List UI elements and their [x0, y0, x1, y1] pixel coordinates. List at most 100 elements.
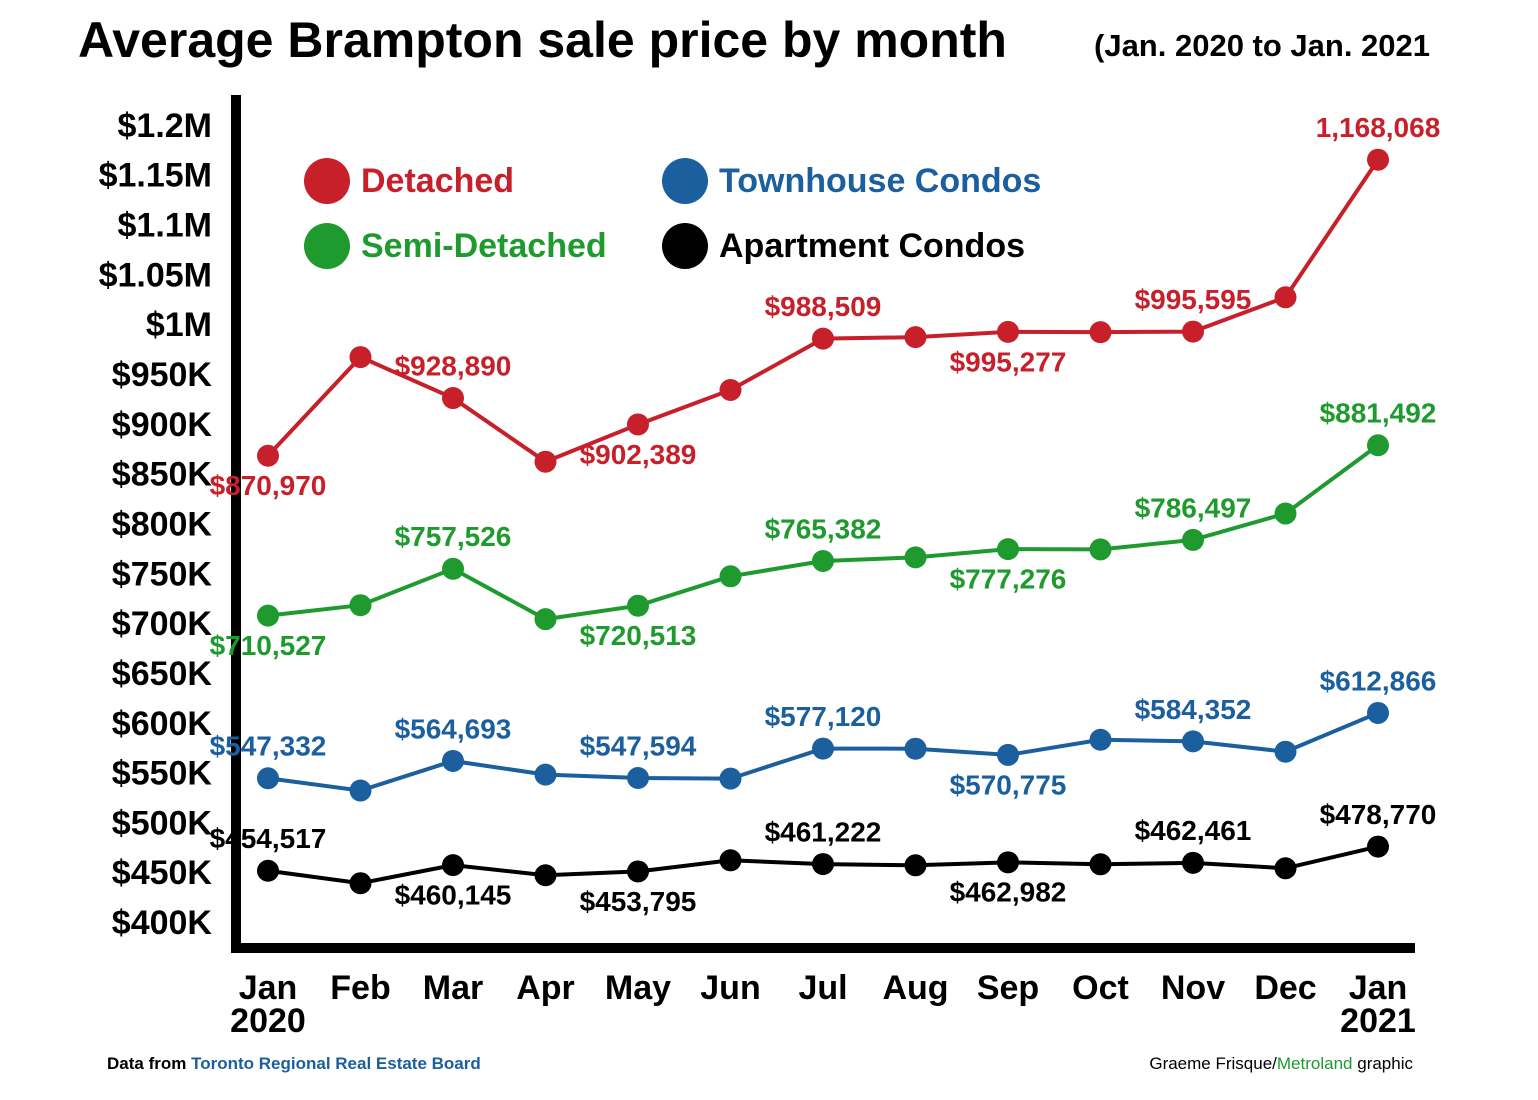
- x-tick-label: Aug: [882, 969, 948, 1007]
- chart-title: Average Brampton sale price by month: [78, 12, 1007, 68]
- legend-marker: [304, 158, 350, 204]
- data-point: [812, 737, 834, 760]
- y-tick-label: $400K: [112, 904, 213, 942]
- data-point: [1274, 857, 1297, 880]
- data-point: [997, 743, 1019, 766]
- data-point: [442, 387, 464, 410]
- data-point: [257, 604, 279, 627]
- credit-org: Metroland: [1277, 1054, 1353, 1073]
- data-point: [1182, 730, 1204, 753]
- x-tick-label: Mar: [423, 969, 483, 1007]
- data-point: [904, 326, 927, 349]
- data-label: $928,890: [395, 350, 512, 381]
- legend-marker: [662, 158, 708, 204]
- data-point: [257, 767, 279, 790]
- legend-marker: [304, 223, 350, 269]
- data-point: [442, 854, 464, 877]
- data-point: [349, 346, 372, 369]
- source: Data from Toronto Regional Real Estate B…: [107, 1054, 481, 1073]
- data-label: $460,145: [395, 880, 512, 911]
- data-point: [719, 378, 742, 401]
- data-label: $454,517: [210, 823, 327, 854]
- data-point: [1182, 320, 1204, 343]
- data-point: [1274, 286, 1297, 309]
- data-label: $547,332: [210, 731, 327, 762]
- y-tick-label: $450K: [112, 854, 213, 892]
- data-point: [257, 444, 279, 467]
- data-label: $786,497: [1135, 492, 1252, 523]
- data-label: 1,168,068: [1316, 112, 1441, 143]
- data-label: $881,492: [1320, 398, 1437, 429]
- y-tick-label: $600K: [112, 705, 213, 743]
- x-tick-label: Feb: [330, 969, 390, 1007]
- data-label: $462,461: [1135, 815, 1252, 846]
- y-tick-label: $1.05M: [99, 256, 212, 294]
- credit-suffix: graphic: [1357, 1054, 1413, 1073]
- data-label: $995,595: [1135, 284, 1252, 315]
- y-tick-label: $700K: [112, 605, 213, 643]
- data-point: [442, 557, 464, 580]
- data-point: [812, 549, 834, 572]
- data-label: $478,770: [1320, 799, 1437, 830]
- data-label: $757,526: [395, 521, 512, 552]
- source-name: Toronto Regional Real Estate Board: [191, 1054, 481, 1073]
- y-tick-label: $1M: [146, 306, 212, 344]
- data-point: [1089, 321, 1112, 344]
- data-point: [1367, 701, 1389, 724]
- data-label: $570,775: [950, 769, 1067, 800]
- data-point: [1182, 528, 1204, 551]
- x-tick-label: Sep: [977, 969, 1039, 1007]
- data-point: [627, 860, 649, 883]
- chart-subtitle: (Jan. 2020 to Jan. 2021: [1094, 28, 1430, 63]
- y-tick-label: $1.2M: [118, 107, 213, 145]
- credit: Graeme Frisque/Metroland graphic: [1149, 1054, 1413, 1073]
- y-tick-label: $900K: [112, 406, 213, 444]
- data-point: [534, 608, 557, 631]
- credit-author: Graeme Frisque/: [1149, 1054, 1277, 1073]
- data-label: $870,970: [210, 470, 327, 501]
- x-tick-label: Jan: [1349, 969, 1408, 1007]
- data-point: [257, 859, 279, 882]
- data-label: $461,222: [765, 816, 882, 847]
- data-label: $564,693: [395, 713, 512, 744]
- data-label: $547,594: [580, 730, 697, 761]
- data-label: $462,982: [950, 877, 1067, 908]
- data-point: [349, 594, 372, 617]
- data-point: [1367, 434, 1389, 457]
- y-tick-label: $950K: [112, 356, 213, 394]
- data-label: $995,277: [950, 346, 1067, 377]
- x-tick-label: Jun: [700, 969, 760, 1007]
- data-point: [904, 737, 927, 760]
- x-sublabel: 2021: [1340, 1002, 1416, 1040]
- data-point: [1089, 853, 1112, 876]
- data-point: [719, 767, 742, 790]
- data-point: [1367, 148, 1389, 171]
- data-label: $988,509: [765, 291, 882, 322]
- x-tick-label: Dec: [1254, 969, 1316, 1007]
- data-label: $777,276: [950, 564, 1067, 595]
- data-point: [627, 594, 649, 617]
- data-point: [349, 872, 372, 895]
- data-point: [812, 853, 834, 876]
- data-point: [534, 864, 557, 887]
- x-tick-label: Nov: [1161, 969, 1225, 1007]
- data-point: [719, 849, 742, 872]
- data-label: $612,866: [1320, 665, 1437, 696]
- data-point: [1274, 740, 1297, 763]
- data-point: [904, 546, 927, 569]
- y-tick-label: $800K: [112, 505, 213, 543]
- data-point: [719, 565, 742, 588]
- y-tick-label: $500K: [112, 804, 213, 842]
- data-point: [534, 763, 557, 786]
- data-point: [997, 851, 1019, 874]
- x-tick-label: Apr: [516, 969, 575, 1007]
- data-point: [1089, 538, 1112, 561]
- y-tick-label: $650K: [112, 655, 213, 693]
- x-tick-label: May: [605, 969, 671, 1007]
- source-prefix: Data from: [107, 1054, 186, 1073]
- data-label: $720,513: [580, 620, 697, 651]
- legend-label: Townhouse Condos: [719, 162, 1041, 200]
- data-point: [349, 779, 372, 802]
- data-point: [1274, 502, 1297, 525]
